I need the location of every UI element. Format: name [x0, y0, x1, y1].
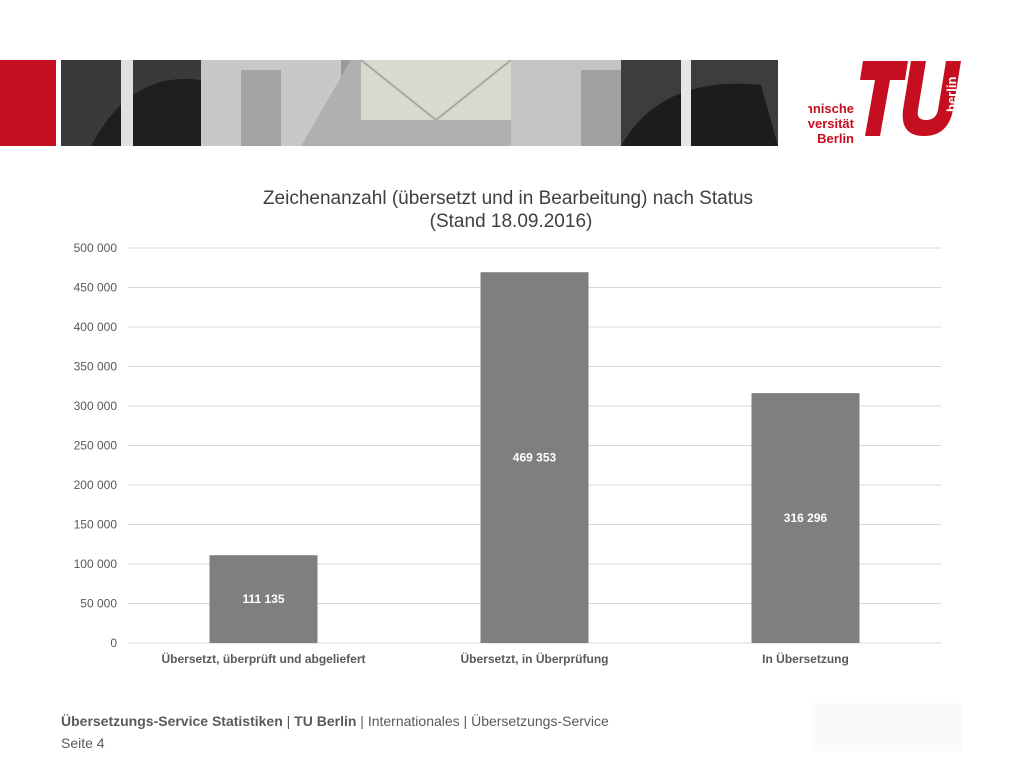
footer-bold-1: Übersetzungs-Service Statistiken: [61, 713, 283, 729]
footer-ghost-box: [812, 703, 962, 751]
y-tick-label: 50 000: [80, 597, 117, 611]
logo-vertical-text: berlin: [944, 77, 959, 112]
x-category-label: In Übersetzung: [762, 651, 849, 666]
bar: [209, 555, 318, 643]
chart-title-line1: Zeichenanzahl (übersetzt und in Bearbeit…: [263, 188, 753, 209]
bar-value-label: 111 135: [242, 592, 284, 606]
footer-page-number: Seite 4: [61, 735, 105, 751]
y-tick-label: 300 000: [74, 399, 118, 413]
footer-bold-2: TU Berlin: [294, 713, 357, 729]
bar-value-label: 469 353: [513, 451, 557, 465]
y-tick-label: 0: [110, 636, 117, 650]
tu-berlin-logo: berlin Technische Universität Berlin: [783, 58, 968, 150]
y-tick-label: 100 000: [74, 557, 118, 571]
y-tick-label: 200 000: [74, 478, 118, 492]
x-category-label: Übersetzt, überprüft und abgeliefert: [161, 651, 365, 666]
footer-sep: |: [282, 713, 295, 729]
y-tick-label: 500 000: [74, 241, 118, 255]
red-accent-strip: [0, 60, 56, 146]
x-category-label: Übersetzt, in Überprüfung: [460, 651, 608, 666]
y-tick-label: 250 000: [74, 439, 118, 453]
chart-title-line2: (Stand 18.09.2016): [430, 211, 593, 232]
footer-title: Übersetzungs-Service Statistiken | TU Be…: [61, 713, 609, 729]
y-tick-label: 150 000: [74, 518, 118, 532]
logo-line3: Berlin: [817, 131, 854, 146]
footer-rest: | Internationales | Übersetzungs-Service: [356, 713, 609, 729]
bar: [751, 393, 860, 643]
bar-value-label: 316 296: [784, 511, 828, 525]
header-banner-image: [61, 60, 778, 146]
y-tick-label: 450 000: [74, 281, 118, 295]
y-tick-label: 400 000: [74, 320, 118, 334]
y-tick-label: 350 000: [74, 360, 118, 374]
bar-chart: Zeichenanzahl (übersetzt und in Bearbeit…: [74, 188, 941, 666]
bar: [480, 272, 589, 643]
